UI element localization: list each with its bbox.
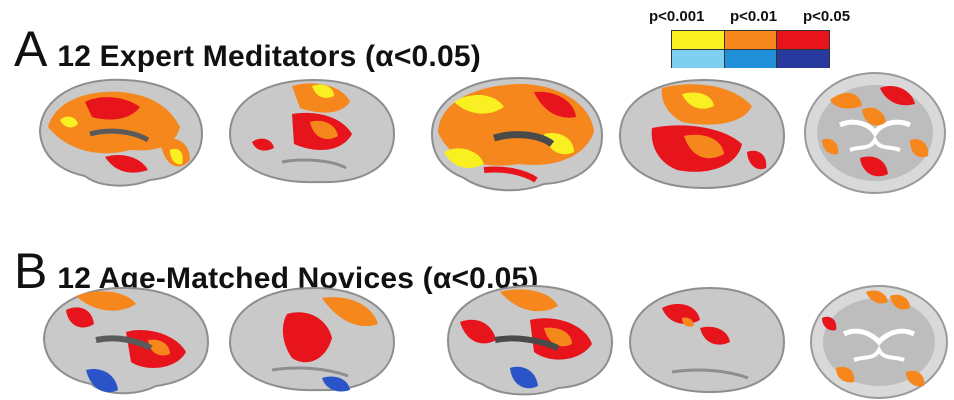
legend-swatch-neg-weak — [777, 50, 830, 68]
legend-label-p05: p<0.05 — [803, 8, 851, 25]
legend-swatch-neg-mid — [724, 50, 778, 68]
p-value-legend: p<0.001 p<0.01 p<0.05 — [645, 8, 885, 68]
panel-a-heading: A 12 Expert Meditators (α<0.05) — [14, 24, 481, 74]
brain-b-right-medial — [228, 286, 396, 392]
legend-negative-row — [672, 50, 830, 68]
legend-swatch-neg-strong — [672, 50, 725, 68]
legend-color-bar — [671, 30, 830, 68]
brain-a-right-medial — [228, 78, 396, 184]
legend-swatch-pos-strong — [672, 31, 725, 49]
brain-b-axial-slice — [810, 285, 948, 399]
panel-a-title: 12 Expert Meditators (α<0.05) — [57, 40, 481, 73]
panel-a-letter: A — [14, 21, 48, 77]
brain-b-left-lateral — [42, 286, 210, 395]
panel-b-brain-row — [0, 282, 954, 400]
panel-b-letter: B — [14, 243, 48, 299]
brain-b-left-medial — [628, 286, 786, 394]
legend-label-p01: p<0.01 — [730, 8, 778, 25]
panel-a-brain-row — [0, 70, 954, 200]
brain-a-axial-slice — [804, 72, 946, 194]
legend-labels: p<0.001 p<0.01 p<0.05 — [645, 8, 885, 28]
brain-a-left-lateral — [38, 78, 204, 187]
brain-b-right-lateral — [446, 284, 614, 396]
legend-swatch-pos-mid — [724, 31, 778, 49]
brain-a-left-medial — [618, 78, 786, 190]
legend-label-p001: p<0.001 — [649, 8, 705, 25]
brain-a-right-lateral — [430, 76, 604, 192]
legend-swatch-pos-weak — [777, 31, 830, 49]
legend-positive-row — [672, 31, 830, 50]
